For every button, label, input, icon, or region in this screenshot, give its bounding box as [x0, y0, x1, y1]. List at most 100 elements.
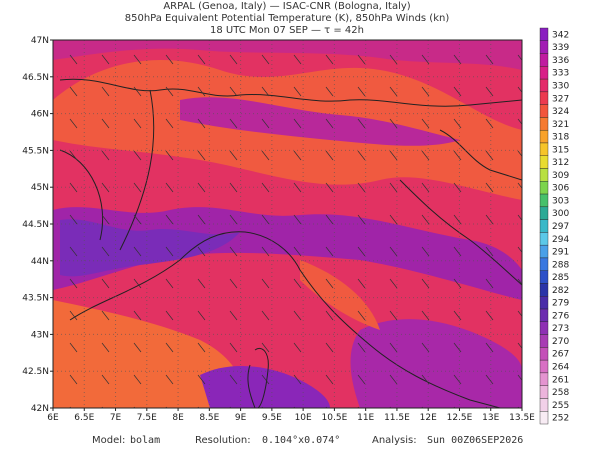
wind-barb	[101, 118, 110, 129]
lat-label: 45N	[31, 183, 49, 193]
wind-barb	[389, 214, 398, 225]
wind-barb	[133, 118, 142, 129]
colorbar-label: 315	[552, 145, 569, 155]
wind-barb	[133, 310, 142, 321]
wind-barb	[357, 374, 366, 385]
colorbar-swatch	[539, 155, 549, 169]
colorbar-swatch	[539, 117, 549, 131]
colorbar-swatch	[539, 385, 549, 399]
colorbar-label: 252	[552, 414, 569, 424]
wind-barb	[229, 310, 238, 321]
wind-barb	[261, 278, 270, 289]
wind-barb	[485, 342, 494, 353]
wind-barb	[69, 150, 78, 161]
lat-label: 46N	[31, 110, 49, 120]
field-violet	[60, 219, 240, 277]
colorbar-label: 333	[552, 69, 569, 79]
wind-barb	[485, 118, 494, 129]
field-orange	[53, 300, 243, 408]
wind-barb	[229, 150, 238, 161]
wind-barb	[453, 342, 462, 353]
wind-barb	[101, 246, 110, 257]
lon-label: 8.5E	[199, 413, 219, 423]
wind-barb	[197, 246, 206, 257]
field-purple	[200, 365, 330, 408]
wind-barb	[421, 150, 430, 161]
lat-label: 44.5N	[22, 220, 49, 230]
wind-barb	[229, 342, 238, 353]
wind-barb	[165, 374, 174, 385]
colorbar-label: 273	[552, 324, 569, 334]
field-purple	[350, 319, 522, 408]
wind-barb	[165, 182, 174, 193]
wind-barb	[421, 214, 430, 225]
wind-barb	[453, 310, 462, 321]
colorbar-swatch	[539, 91, 549, 105]
colorbar-swatch	[539, 193, 549, 208]
wind-barb	[325, 118, 334, 129]
wind-barb	[133, 246, 142, 257]
colorbar-label: 306	[552, 184, 569, 194]
lon-label: 9E	[235, 413, 247, 423]
wind-barb	[261, 54, 270, 65]
wind-barb	[453, 150, 462, 161]
wind-barb	[133, 86, 142, 97]
wind-barb	[101, 278, 110, 289]
wind-barb	[229, 118, 238, 129]
wind-barb	[197, 86, 206, 97]
wind-barb	[69, 54, 78, 65]
wind-barb	[197, 310, 206, 321]
coastlines	[59, 78, 522, 408]
wind-barb	[293, 86, 302, 97]
footer-label: Analysis:	[372, 435, 417, 446]
lat-label: 43N	[31, 330, 49, 340]
colorbar-swatch	[539, 347, 549, 361]
colorbar-swatch	[539, 244, 549, 259]
lat-label: 42N	[31, 404, 49, 414]
wind-barb	[165, 86, 174, 97]
wind-barb	[165, 54, 174, 65]
wind-barb	[69, 278, 78, 289]
wind-barb	[261, 150, 270, 161]
colorbar-swatch	[539, 129, 549, 144]
wind-barb	[485, 310, 494, 321]
wind-barb	[325, 182, 334, 193]
wind-barb	[197, 182, 206, 193]
wind-barb	[69, 182, 78, 193]
coastline	[439, 129, 522, 181]
colorbar-label: 291	[552, 248, 569, 258]
colorbar-label: 318	[552, 133, 569, 143]
colorbar-label: 264	[552, 363, 569, 373]
wind-barb	[357, 150, 366, 161]
colorbar-label: 270	[552, 337, 569, 347]
lat-label: 46.5N	[22, 73, 49, 83]
wind-barb	[229, 214, 238, 225]
wind-barb	[389, 342, 398, 353]
colorbar-label: 267	[552, 350, 569, 360]
wind-barb	[101, 182, 110, 193]
wind-barb	[101, 342, 110, 353]
wind-barb	[101, 150, 110, 161]
wind-barb	[357, 278, 366, 289]
wind-barb	[261, 182, 270, 193]
wind-barb	[453, 86, 462, 97]
wind-barb	[453, 118, 462, 129]
wind-barb	[485, 150, 494, 161]
colorbar-swatch	[539, 296, 549, 310]
wind-barb	[293, 182, 302, 193]
lat-label: 47N	[31, 36, 49, 46]
wind-barb	[453, 374, 462, 385]
wind-barb	[133, 150, 142, 161]
colorbar: 342 339 336 333 330 327 324 321 318 315 312 309 306 3…	[539, 27, 569, 425]
colorbar-swatch	[539, 168, 549, 182]
footer-label: Resolution:	[195, 435, 251, 446]
wind-barb	[389, 182, 398, 193]
wind-barb	[101, 54, 110, 65]
colorbar-swatch	[539, 232, 549, 246]
colorbar-label: 336	[552, 56, 569, 66]
wind-barb	[389, 278, 398, 289]
colorbar-label: 321	[552, 120, 569, 130]
wind-barb	[69, 374, 78, 385]
wind-barb	[421, 54, 430, 65]
colorbar-label: 297	[552, 222, 569, 232]
